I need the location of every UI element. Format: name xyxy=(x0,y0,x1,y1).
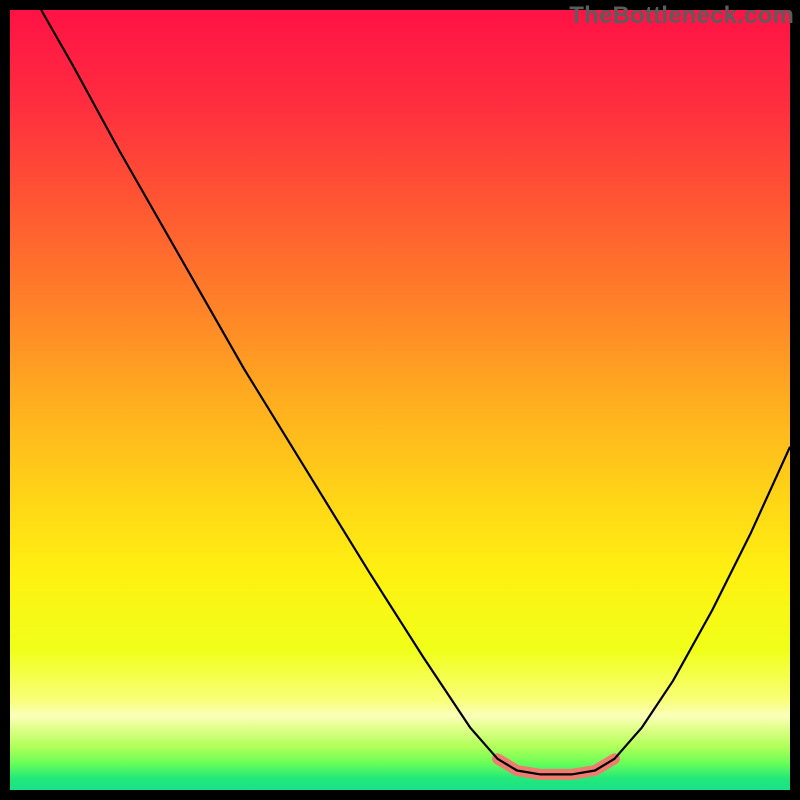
chart-svg xyxy=(10,10,790,790)
watermark-text: TheBottleneck.com xyxy=(569,2,794,30)
plot-background xyxy=(10,10,790,790)
plot-area xyxy=(10,10,790,790)
chart-stage: TheBottleneck.com xyxy=(0,0,800,800)
